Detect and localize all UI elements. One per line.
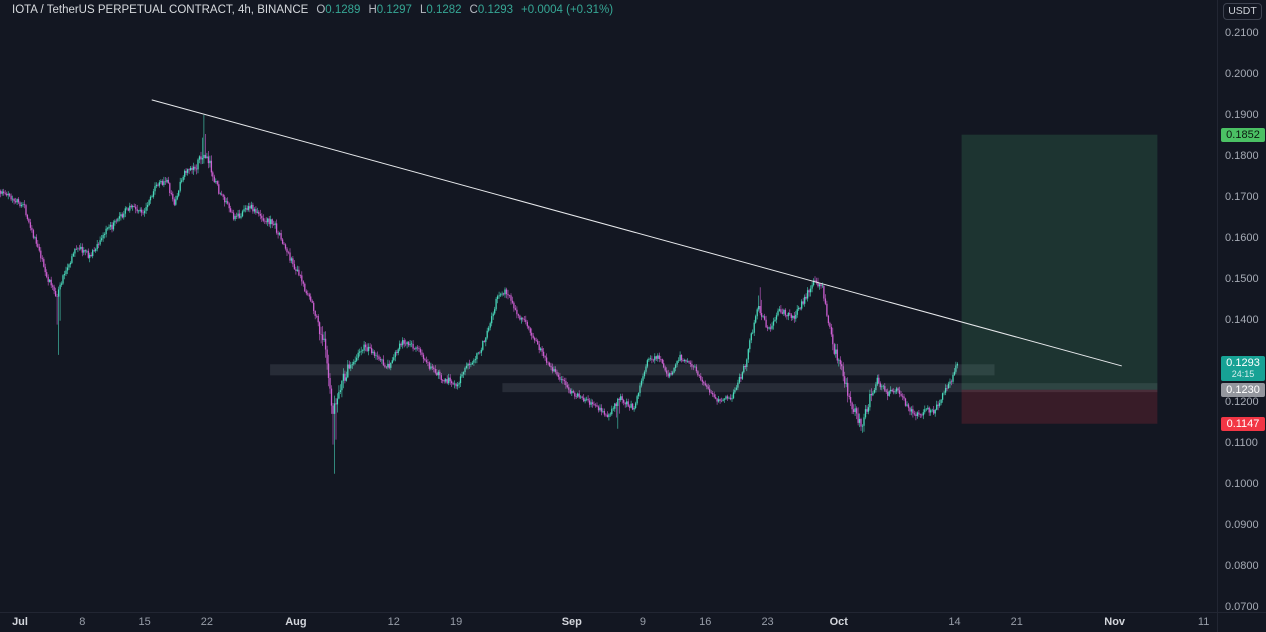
change-value: +0.0004 (+0.31%)	[521, 4, 614, 16]
entry-price-value: 0.1230	[1226, 383, 1260, 396]
price-tick-label: 0.0800	[1225, 559, 1259, 572]
price-tick-label: 0.1400	[1225, 314, 1259, 326]
price-axis-border	[1217, 0, 1218, 632]
stop-price-label[interactable]: 0.1147	[1221, 416, 1265, 431]
currency-toggle-button[interactable]: USDT	[1223, 3, 1262, 20]
time-tick-label: 15	[138, 616, 151, 628]
price-zone-2[interactable]	[502, 383, 1158, 393]
time-tick-label: 21	[1010, 616, 1023, 628]
time-tick-label: Sep	[561, 616, 582, 628]
symbol-title[interactable]: IOTA / TetherUS PERPETUAL CONTRACT, 4h, …	[12, 4, 309, 16]
close-value: 0.1293	[477, 4, 514, 16]
price-tick-label: 0.2000	[1225, 68, 1259, 80]
stop-price-value: 0.1147	[1226, 417, 1260, 430]
price-tick-label: 0.1000	[1225, 477, 1259, 490]
price-tick-label: 0.0700	[1225, 600, 1259, 613]
time-tick-label: Oct	[829, 616, 848, 628]
time-tick-label: Nov	[1104, 616, 1126, 628]
time-tick-label: 19	[449, 616, 463, 628]
high-label: H	[368, 4, 377, 16]
low-value: 0.1282	[426, 4, 462, 16]
time-tick-label: 16	[699, 616, 712, 628]
bar-countdown: 24:15	[1231, 369, 1255, 380]
time-axis[interactable]: Jul 8 15 22 Aug 12 19 Sep 9 16 23 Oct 14 21 Nov 11	[0, 613, 1217, 632]
last-price-label: 0.1293 24:15	[1221, 356, 1265, 382]
position-loss-box[interactable]	[961, 389, 1158, 424]
price-tick-label: 0.0900	[1225, 518, 1259, 531]
price-tick-label: 0.1800	[1225, 150, 1259, 162]
last-price-value: 0.1293	[1226, 357, 1260, 370]
time-tick-label: 8	[79, 616, 86, 628]
price-tick-label: 0.1700	[1225, 191, 1259, 203]
time-tick-label: 23	[761, 616, 774, 628]
close-label: C	[469, 4, 478, 16]
time-tick-label: 14	[948, 616, 961, 628]
down-candle-bodies	[0, 154, 953, 427]
time-axis-border	[0, 612, 1266, 613]
open-label: O	[316, 4, 326, 16]
price-tick-label: 0.1200	[1225, 396, 1259, 408]
open-value: 0.1289	[325, 4, 361, 16]
time-tick-label: 9	[639, 616, 647, 628]
up-candle-wicks	[1, 115, 958, 474]
position-profit-box[interactable]	[961, 134, 1158, 390]
price-tick-label: 0.1900	[1225, 109, 1259, 121]
time-tick-label: Aug	[285, 616, 307, 628]
down-candle-wicks	[0, 134, 952, 445]
price-tick-label: 0.2100	[1225, 27, 1259, 39]
up-candle-bodies	[1, 154, 959, 427]
entry-price-label[interactable]: 0.1230	[1221, 382, 1265, 397]
time-tick-label: 12	[387, 616, 400, 628]
price-tick-label: 0.1600	[1225, 232, 1259, 244]
symbol-info-bar: IOTA / TetherUS PERPETUAL CONTRACT, 4h, …	[12, 4, 613, 16]
time-tick-label: 22	[200, 616, 214, 628]
time-tick-label: Jul	[12, 616, 28, 628]
price-axis[interactable]: USDT 0.2100 0.2000 0.1900 0.1800 0.1700 0.160…	[1218, 0, 1266, 613]
low-label: L	[419, 4, 427, 16]
price-tick-label: 0.1500	[1225, 273, 1259, 285]
target-price-label[interactable]: 0.1852	[1221, 127, 1265, 142]
price-tick-label: 0.1100	[1225, 436, 1258, 449]
high-value: 0.1297	[376, 4, 412, 16]
price-zone-1[interactable]	[270, 364, 995, 376]
time-tick-label: 11	[1197, 616, 1210, 628]
descending-trendline[interactable]	[151, 99, 1122, 367]
candlestick-chart[interactable]	[0, 0, 1217, 612]
target-price-value: 0.1852	[1226, 128, 1260, 141]
